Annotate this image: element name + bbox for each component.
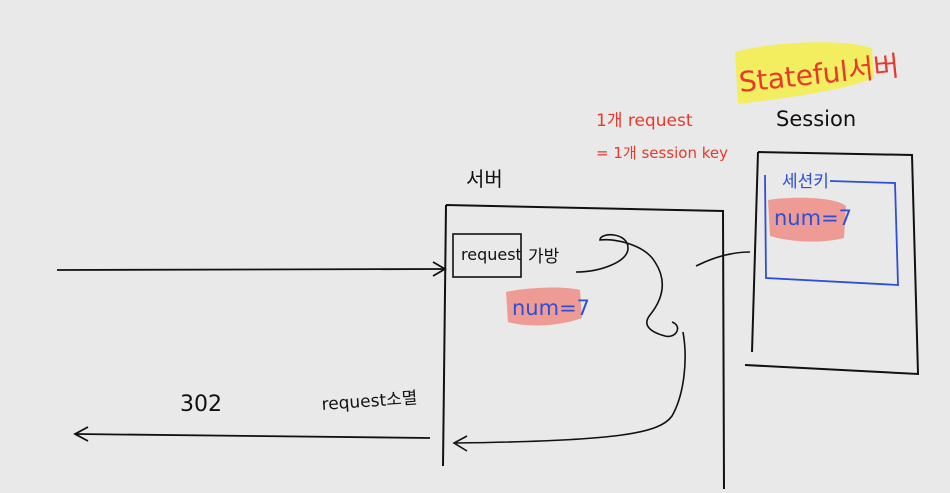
annotation-group: 1개 request = 1개 session key	[596, 111, 728, 162]
session-key-label: 세션키	[782, 172, 829, 192]
incoming-arrow	[56, 261, 447, 277]
annotation-line1: 1개 request	[596, 111, 693, 131]
server-num-highlight	[506, 287, 582, 326]
server-to-session-line	[695, 251, 751, 267]
return-path	[452, 331, 686, 452]
response-status: 302	[180, 392, 222, 417]
session-num-text: num=7	[774, 206, 852, 230]
response-arrow	[73, 426, 431, 442]
request-box-label: request	[461, 245, 522, 264]
session-box	[744, 151, 920, 376]
title-group: Stateful서버	[735, 42, 901, 104]
bag-label: 가방	[528, 247, 560, 267]
session-num-group: num=7	[768, 197, 852, 242]
server-num-group: num=7	[506, 287, 590, 326]
title-highlight	[735, 42, 874, 104]
server-box	[442, 204, 725, 490]
response-note: request소멸	[321, 388, 418, 415]
session-label: Session	[776, 107, 856, 131]
server-num-text: num=7	[512, 296, 590, 320]
bag-to-session-squiggle	[575, 233, 679, 338]
annotation-line2: = 1개 session key	[596, 144, 728, 162]
server-label: 서버	[466, 167, 503, 191]
session-key-box	[764, 174, 899, 286]
session-num-highlight	[768, 197, 846, 242]
request-box	[452, 233, 522, 278]
